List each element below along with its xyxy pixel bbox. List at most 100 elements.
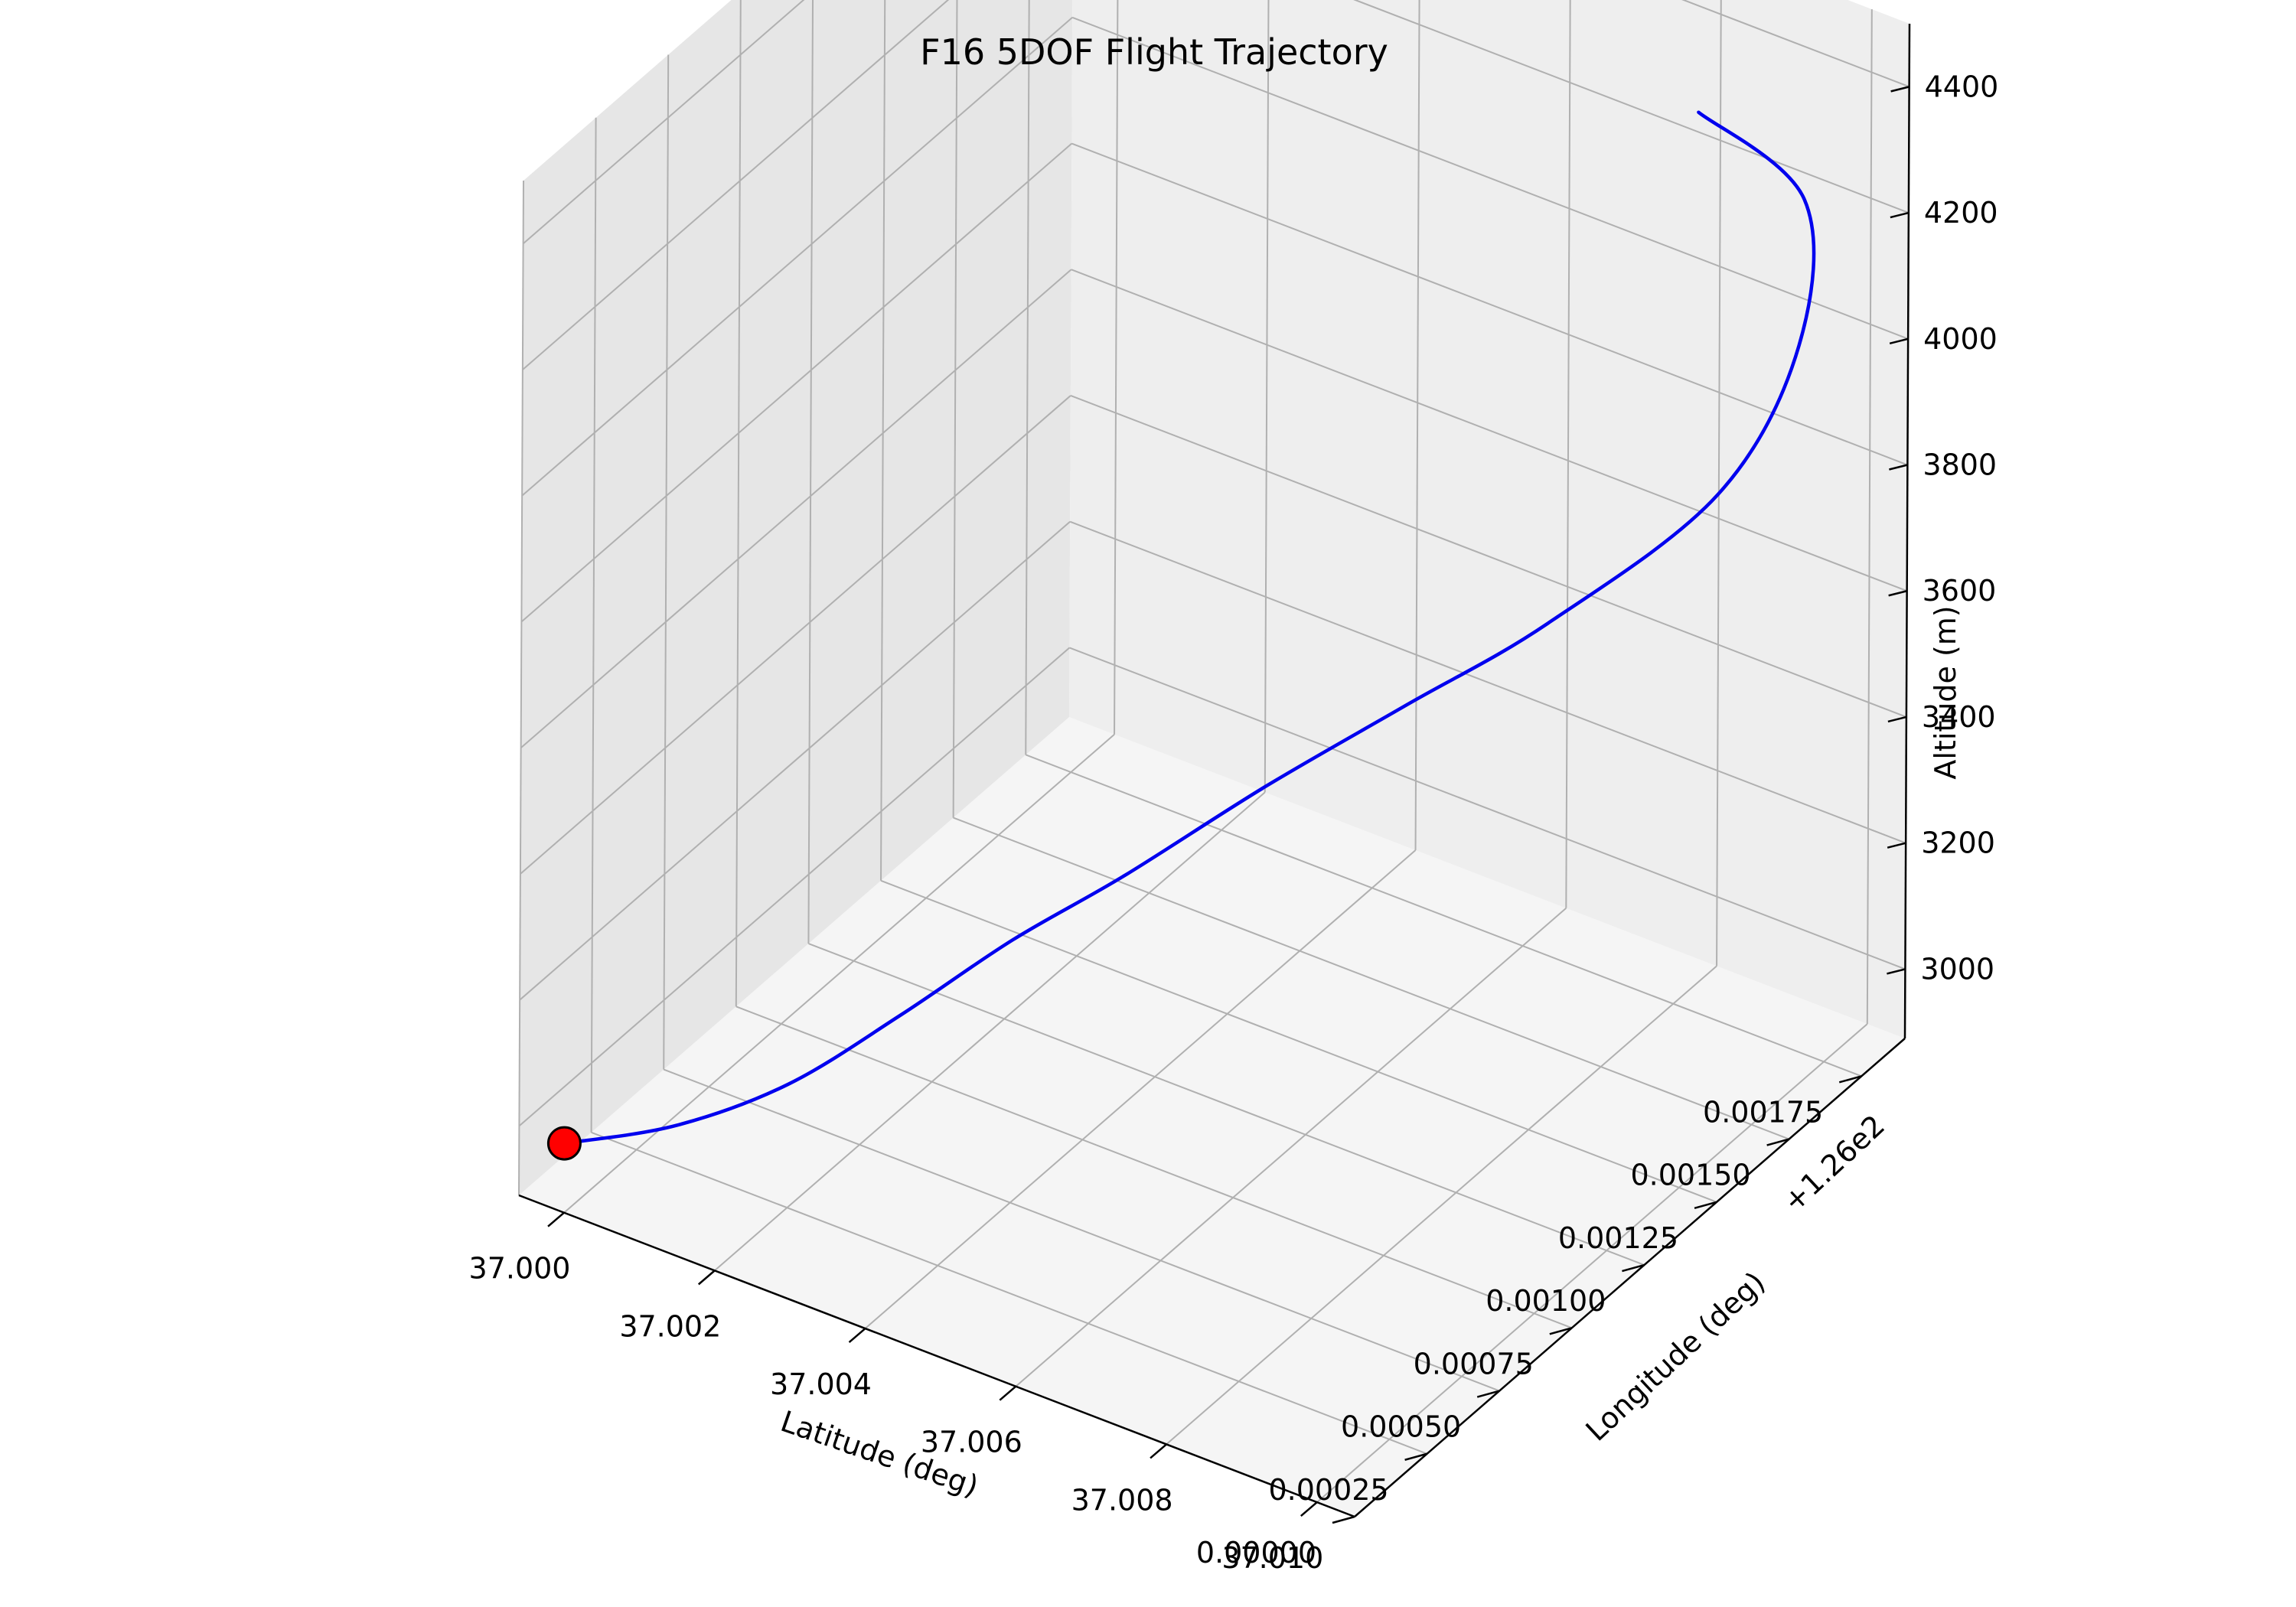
grid-line-x-back xyxy=(1414,0,1420,851)
x-tick-mark xyxy=(1300,1501,1318,1517)
z-tick-mark xyxy=(1890,86,1910,93)
grid-line-y-floor xyxy=(591,1131,1427,1455)
grid-line-x-floor xyxy=(864,849,1417,1329)
grid-line-z-left xyxy=(520,142,1073,623)
grid-line-x-floor xyxy=(1166,965,1717,1446)
grid-line-y-left xyxy=(590,117,597,1133)
grid-line-x-floor xyxy=(563,733,1115,1214)
grid-line-z-left xyxy=(520,395,1071,875)
series-layer xyxy=(546,110,1816,1161)
grid-line-z-back xyxy=(1681,0,1910,88)
x-tick-mark xyxy=(547,1211,565,1227)
grid-line-z-left xyxy=(522,0,805,245)
x-tick-label: 37.004 xyxy=(770,1367,872,1401)
z-tick-mark xyxy=(1890,211,1910,219)
axis-lines xyxy=(518,23,1911,1518)
y-tick-label: 0.00100 xyxy=(1486,1284,1606,1318)
x-tick-mark xyxy=(1150,1443,1167,1459)
floor-pane xyxy=(519,717,1905,1517)
axis-panes xyxy=(519,0,1910,1517)
grid-line-y-floor xyxy=(953,817,1789,1140)
y-tick-label: 0.00050 xyxy=(1341,1410,1461,1444)
grid-line-y-left xyxy=(880,0,886,881)
grid-line-z-back xyxy=(1069,520,1906,844)
grid-line-x-back xyxy=(1716,0,1722,966)
grid-line-y-floor xyxy=(735,1006,1573,1329)
x-tick-label: 37.010 xyxy=(1221,1541,1323,1575)
x-axis-line xyxy=(518,1194,1355,1518)
grid-line-z-left xyxy=(521,17,1073,497)
y-tick-mark xyxy=(1332,1515,1355,1524)
z-tick-mark xyxy=(1889,464,1908,471)
y-tick-mark xyxy=(1694,1201,1717,1210)
grid-lines xyxy=(518,0,1910,1517)
x-tick-mark xyxy=(697,1270,716,1286)
z-axis-label: Altitude (m) xyxy=(1929,605,1962,779)
x-tick-label: 37.000 xyxy=(469,1252,571,1286)
y-tick-label: 0.00000 xyxy=(1196,1536,1316,1570)
z-tick-label: 3800 xyxy=(1923,448,1997,482)
y-tick-mark xyxy=(1476,1390,1500,1398)
grid-line-z-left xyxy=(522,0,950,370)
grid-line-x-back xyxy=(1866,9,1873,1025)
x-tick-label: 37.006 xyxy=(921,1426,1022,1459)
grid-line-y-floor xyxy=(1025,754,1862,1077)
z-tick-mark xyxy=(1887,842,1906,849)
grid-line-y-floor xyxy=(663,1068,1500,1392)
x-tick-label: 37.008 xyxy=(1071,1483,1173,1517)
grid-line-z-back xyxy=(1070,395,1907,718)
grid-line-y-left xyxy=(952,0,958,818)
trajectory-line xyxy=(563,110,1816,1146)
grid-line-z-back xyxy=(1069,647,1906,970)
z-tick-label: 4000 xyxy=(1923,322,1998,356)
grid-line-y-left xyxy=(663,54,670,1070)
z-axis-line xyxy=(1903,23,1911,1039)
grid-line-x-floor xyxy=(714,791,1266,1272)
z-tick-mark xyxy=(1889,337,1909,345)
left-pane xyxy=(519,0,1073,1195)
y-axis-line xyxy=(1354,1038,1906,1517)
grid-line-z-back xyxy=(1071,16,1909,340)
y-tick-mark xyxy=(1622,1263,1645,1273)
grid-line-y-floor xyxy=(808,943,1645,1266)
grid-line-x-back xyxy=(1565,0,1571,908)
grid-line-y-left xyxy=(807,0,814,944)
grid-line-x-floor xyxy=(1316,1023,1868,1503)
grid-line-z-left xyxy=(520,269,1072,748)
y-tick-label: 0.00175 xyxy=(1703,1095,1823,1129)
z-tick-label: 3600 xyxy=(1923,574,1997,608)
chart-title: F16 5DOF Flight Trajectory xyxy=(920,31,1388,73)
y-tick-mark xyxy=(1766,1138,1789,1146)
tick-marks xyxy=(547,86,1910,1524)
grid-line-z-back xyxy=(1071,269,1908,592)
tick-labels: 37.00037.00237.00437.00637.00837.0100.00… xyxy=(469,70,1999,1575)
y-tick-label: 0.00150 xyxy=(1630,1159,1750,1192)
x-tick-label: 37.002 xyxy=(619,1309,721,1343)
grid-line-x-back xyxy=(1264,0,1270,793)
y-tick-label: 0.00025 xyxy=(1268,1473,1388,1507)
y-tick-label: 0.00075 xyxy=(1414,1347,1534,1380)
grid-line-y-left xyxy=(518,180,524,1196)
x-tick-mark xyxy=(999,1385,1017,1401)
grid-line-z-left xyxy=(518,647,1071,1127)
z-tick-mark xyxy=(1887,968,1906,975)
z-tick-mark xyxy=(1887,715,1907,723)
y-tick-label: 0.00125 xyxy=(1558,1221,1678,1255)
grid-line-x-back xyxy=(1114,0,1119,735)
y-tick-mark xyxy=(1838,1075,1862,1084)
y-tick-mark xyxy=(1549,1327,1573,1335)
grid-line-y-left xyxy=(735,0,742,1007)
z-tick-label: 3400 xyxy=(1922,700,1996,734)
z-tick-label: 3000 xyxy=(1920,952,1994,986)
x-tick-mark xyxy=(848,1328,866,1344)
grid-line-x-floor xyxy=(1015,907,1567,1387)
z-tick-label: 3200 xyxy=(1921,826,1995,860)
grid-line-z-left xyxy=(519,520,1071,1001)
grid-line-z-back xyxy=(1071,142,1908,466)
z-tick-mark xyxy=(1888,590,1907,597)
z-tick-label: 4400 xyxy=(1925,70,1999,103)
y-tick-mark xyxy=(1404,1452,1427,1461)
start-point-marker xyxy=(546,1126,582,1161)
z-tick-label: 4200 xyxy=(1924,196,1998,230)
